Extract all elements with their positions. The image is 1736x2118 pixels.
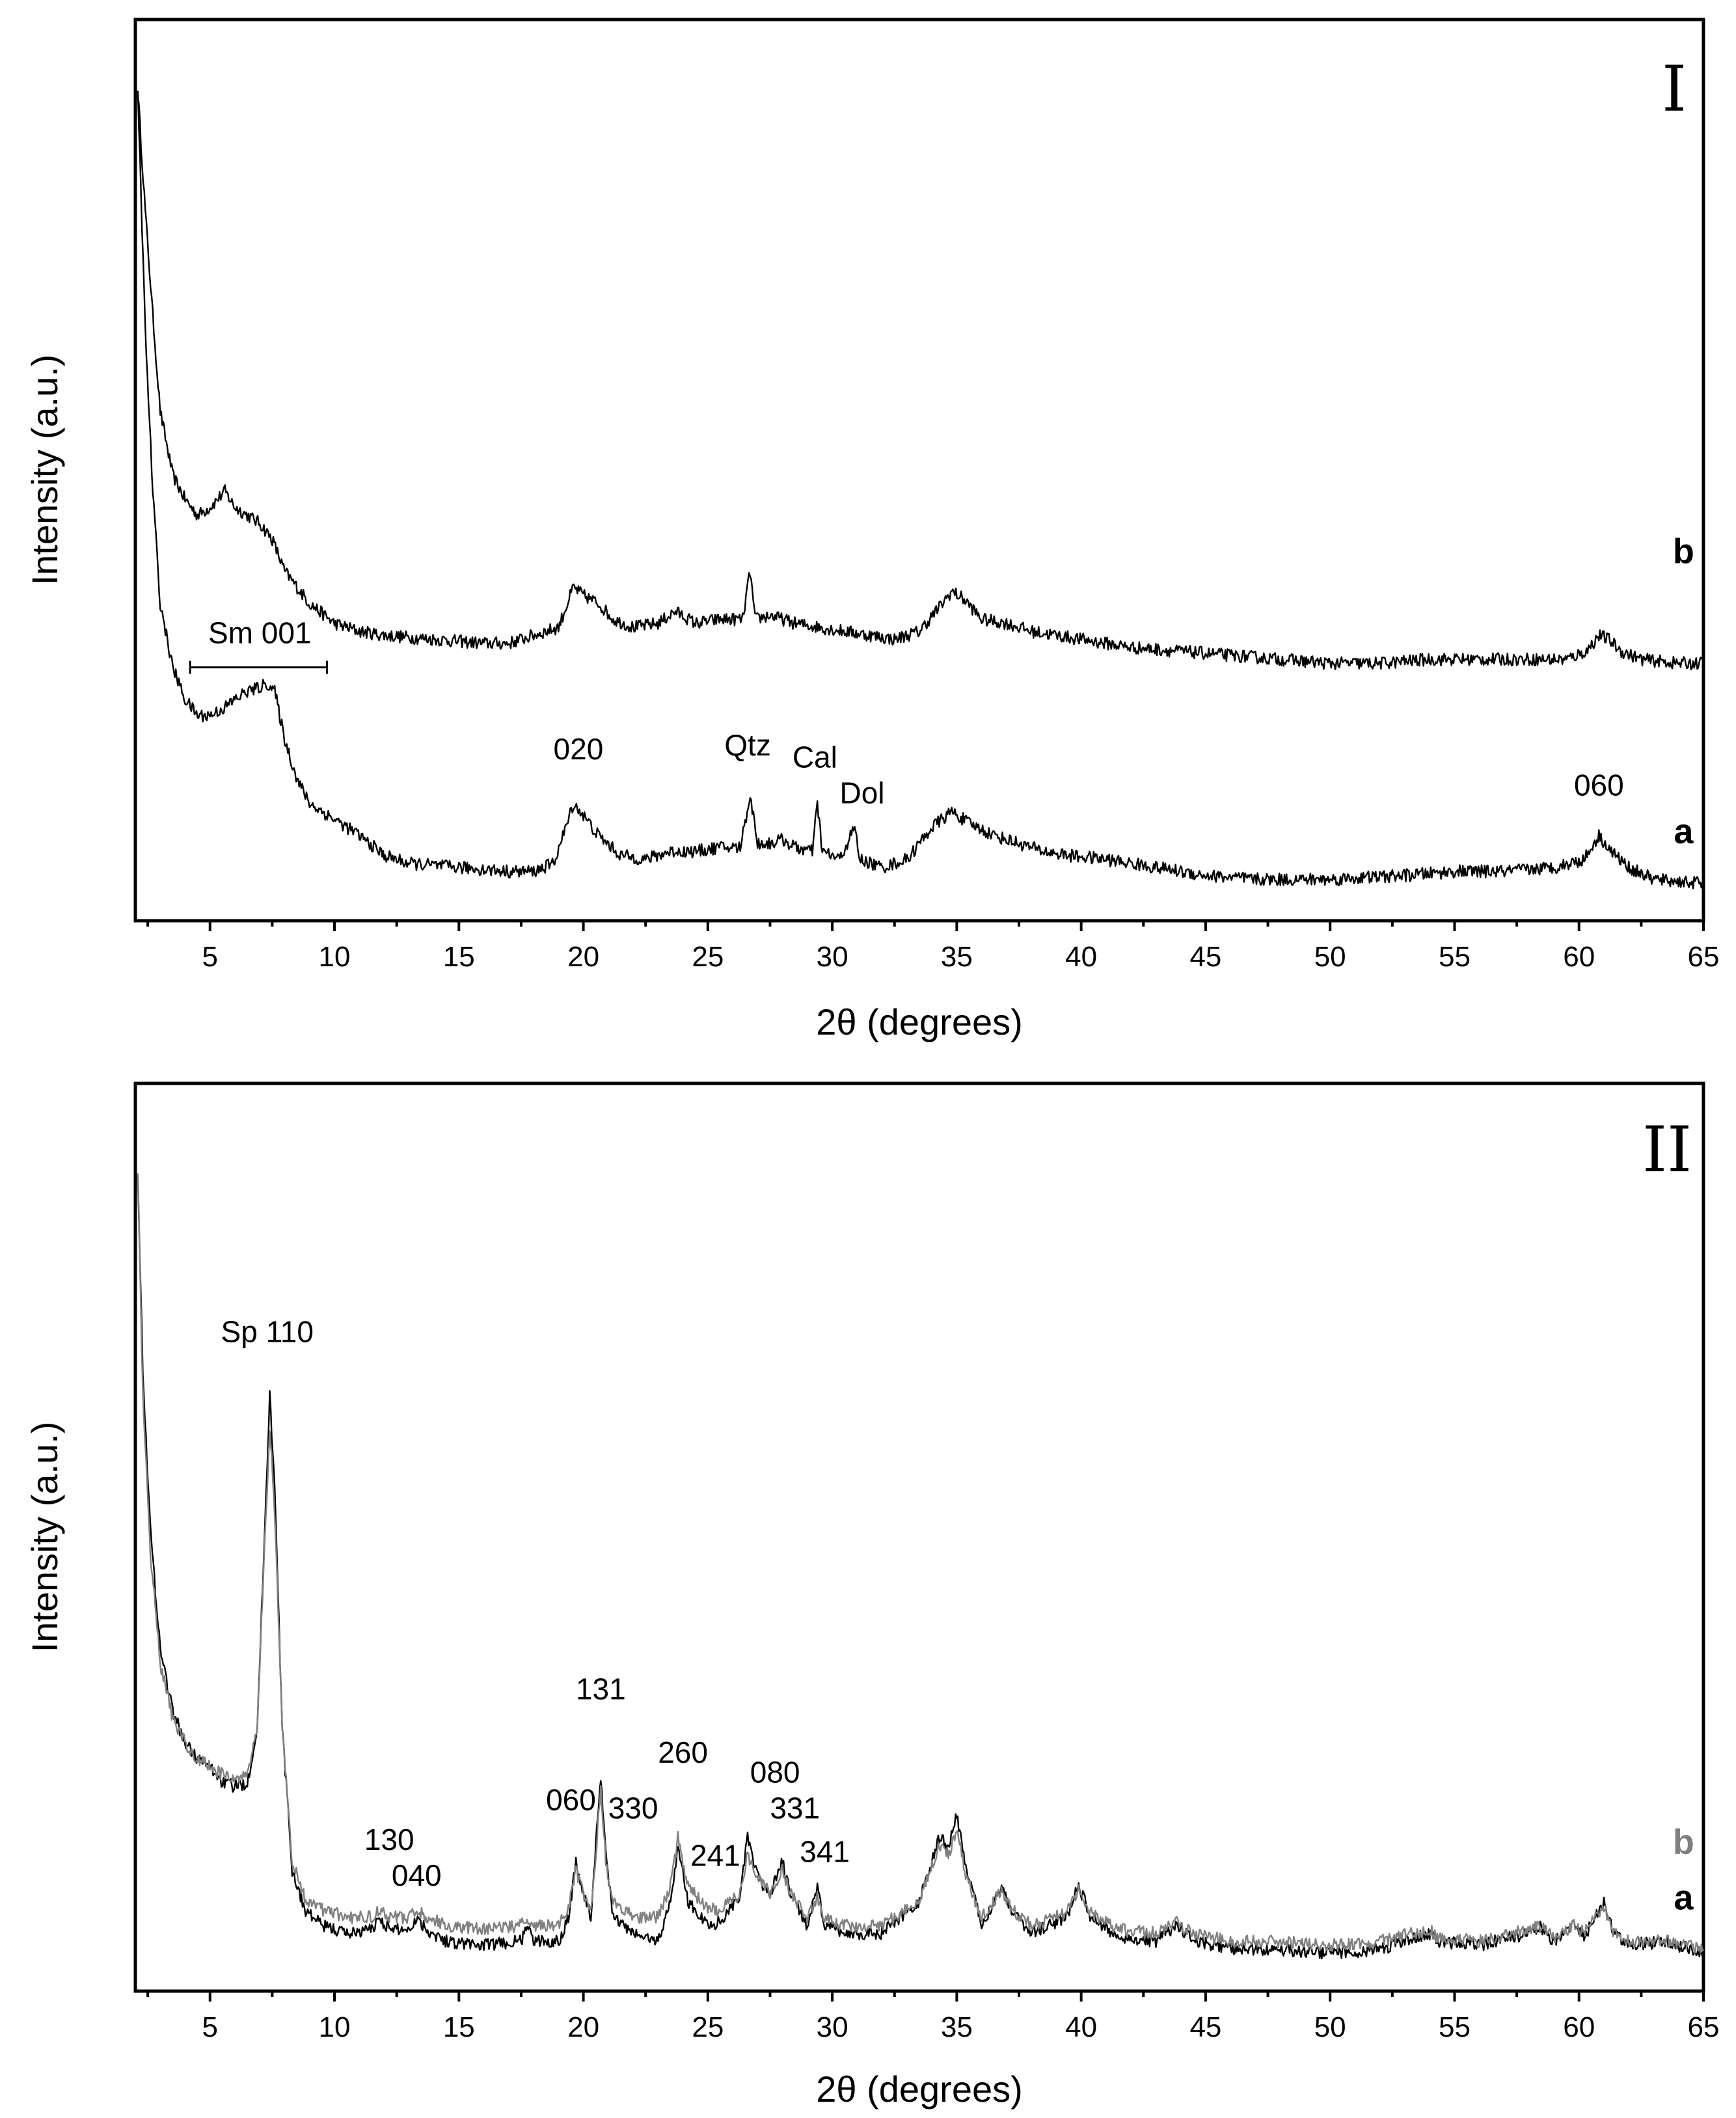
x-tick-label: 55 — [1439, 2011, 1471, 2043]
x-ticks-I: 5 10 15 20 25 30 35 40 45 50 55 60 65 — [146, 921, 1720, 973]
peak-annotation: 040 — [392, 1858, 442, 1892]
peak-annotation: 130 — [364, 1823, 414, 1856]
peak-annotation: 331 — [770, 1791, 820, 1825]
x-tick-label: 30 — [817, 941, 848, 973]
peak-annotation: 020 — [554, 732, 604, 766]
x-tick-label: 10 — [319, 941, 351, 973]
panel-I: 5 10 15 20 25 30 35 40 45 50 55 60 65 b a Sm 001 020 Qtz… — [24, 18, 1720, 1042]
x-tick-label: 65 — [1688, 2011, 1720, 2043]
x-tick-label: 45 — [1189, 941, 1221, 973]
y-axis-title-I: Intensity (a.u.) — [24, 355, 65, 586]
peak-annotation: 341 — [800, 1834, 850, 1868]
peak-annotation: Dol — [840, 776, 885, 810]
x-tick-label: 30 — [817, 2011, 848, 2043]
peak-annotation: 131 — [576, 1672, 626, 1705]
panel-label-I: I — [1662, 53, 1687, 126]
x-axis-title-I: 2θ (degrees) — [816, 1001, 1023, 1042]
x-tick-label: 60 — [1563, 2011, 1595, 2043]
peak-annotation: 260 — [658, 1735, 708, 1769]
x-tick-label: 35 — [941, 941, 973, 973]
panel-label-II: II — [1642, 1113, 1692, 1186]
x-tick-label: 35 — [941, 2011, 973, 2043]
x-tick-label: 25 — [692, 2011, 724, 2043]
x-axis-title-II: 2θ (degrees) — [816, 2069, 1023, 2110]
x-tick-label: 25 — [692, 941, 724, 973]
x-tick-label: 50 — [1314, 2011, 1346, 2043]
series-group-II — [137, 1173, 1705, 1960]
y-axis-title-II: Intensity (a.u.) — [24, 1422, 65, 1653]
peak-annotation: 060 — [546, 1783, 596, 1817]
x-tick-label: 45 — [1189, 2011, 1221, 2043]
x-tick-label: 50 — [1314, 941, 1346, 973]
peak-annotation: 080 — [750, 1755, 800, 1789]
sm001-range-bracket — [189, 660, 329, 674]
series-group-I — [137, 90, 1705, 889]
plot-frame-II — [133, 1081, 1705, 1993]
peak-annotation: 060 — [1574, 768, 1624, 802]
x-tick-label: 5 — [202, 941, 218, 973]
peak-annotation: 330 — [608, 1791, 658, 1825]
series-label-a: a — [1674, 1879, 1694, 1918]
peak-annotation: Sm 001 — [208, 616, 312, 650]
x-tick-label: 10 — [319, 2011, 351, 2043]
x-tick-label: 55 — [1439, 941, 1471, 973]
series-line-b — [137, 1173, 1705, 1954]
x-tick-label: 15 — [443, 941, 475, 973]
peak-annotation: Cal — [793, 740, 837, 774]
series-label-b: b — [1673, 532, 1694, 571]
peak-annotation: Sp 110 — [221, 1314, 314, 1348]
x-tick-label: 60 — [1563, 941, 1595, 973]
peak-annotation: Qtz — [724, 728, 771, 762]
series-line-a — [137, 90, 1704, 889]
series-label-b: b — [1673, 1823, 1694, 1862]
x-tick-label: 15 — [443, 2011, 475, 2043]
peak-annotation: 241 — [690, 1839, 740, 1873]
x-tick-label: 40 — [1065, 941, 1097, 973]
x-tick-label: 20 — [567, 2011, 599, 2043]
x-tick-label: 20 — [567, 941, 599, 973]
plot-frame-I — [133, 18, 1705, 923]
x-tick-label: 5 — [202, 2011, 218, 2043]
series-label-a: a — [1674, 812, 1694, 851]
x-tick-label: 65 — [1688, 941, 1720, 973]
x-ticks-II: 5 10 15 20 25 30 35 40 45 50 55 60 65 — [146, 1991, 1720, 2043]
series-line-b — [137, 96, 1705, 671]
panel-II: 5 10 15 20 25 30 35 40 45 50 55 60 65 ab Sp 110 130040… — [24, 1081, 1720, 2110]
x-tick-label: 40 — [1065, 2011, 1097, 2043]
